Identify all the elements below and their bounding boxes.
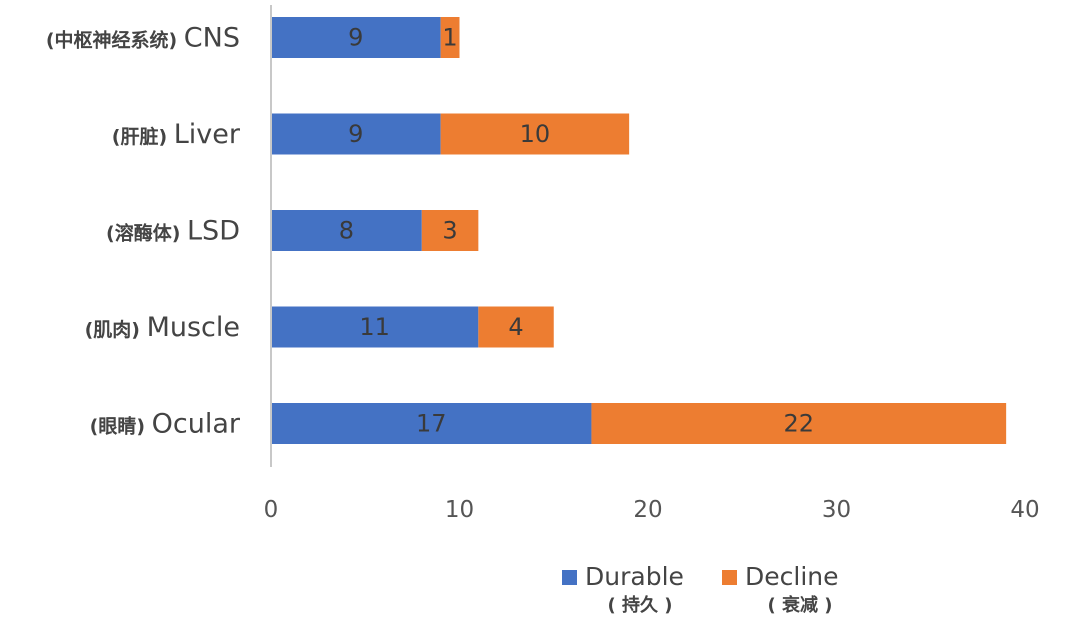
category-label-cn: (中枢神经系统) [46, 29, 184, 52]
category-label-cn: (溶酶体) [106, 222, 187, 245]
category-label-en: Muscle [147, 312, 240, 343]
data-label-durable-ocular: 17 [416, 410, 447, 438]
category-label-en: Liver [174, 119, 241, 150]
x-tick-label: 0 [264, 497, 279, 523]
data-label-decline-cns: 1 [442, 24, 457, 52]
data-label-durable-lsd: 8 [339, 217, 354, 245]
bars-layer: 9 1 9 10 8 3 11 4 17 22 [271, 17, 1007, 444]
bar-decline-cns [440, 17, 460, 58]
category-label-cn: (肌肉) [85, 318, 147, 341]
x-tick-label: 10 [445, 497, 474, 523]
bar-durable-ocular [271, 403, 592, 444]
data-label-decline-muscle: 4 [508, 313, 523, 341]
data-label-durable-cns: 9 [348, 24, 363, 52]
bar-decline-liver [440, 113, 630, 155]
data-label-decline-ocular: 22 [784, 410, 815, 438]
category-label-lsd: (溶酶体) LSD [106, 216, 240, 247]
bar-decline-ocular [591, 403, 1007, 444]
category-label-cn: (眼睛) [90, 415, 152, 438]
category-label-en: CNS [184, 23, 240, 54]
legend-label-durable: Durable [585, 562, 684, 591]
bar-durable-muscle [271, 306, 479, 348]
data-label-durable-liver: 9 [348, 120, 363, 148]
bar-durable-liver [271, 113, 441, 155]
category-labels: (中枢神经系统) CNS (肝脏) Liver (溶酶体) LSD (肌肉) Musc… [46, 23, 241, 440]
legend-label-cn-durable: ( 持久 ) [608, 594, 673, 616]
category-label-en: LSD [187, 216, 240, 247]
category-label-liver: (肝脏) Liver [112, 119, 241, 150]
category-label-cn: (肝脏) [112, 125, 174, 148]
x-tick-label: 20 [633, 497, 662, 523]
legend-swatch-durable [562, 570, 577, 585]
category-label-cns: (中枢神经系统) CNS [46, 23, 240, 54]
category-label-muscle: (肌肉) Muscle [85, 312, 240, 343]
data-label-decline-liver: 10 [520, 120, 551, 148]
x-tick-label: 40 [1010, 497, 1039, 523]
data-label-durable-muscle: 11 [359, 313, 390, 341]
legend: Durable ( 持久 ) Decline ( 衰减 ) [562, 562, 839, 616]
legend-swatch-decline [722, 570, 737, 585]
x-tick-label: 30 [822, 497, 851, 523]
bar-decline-muscle [478, 306, 554, 348]
category-label-ocular: (眼睛) Ocular [90, 409, 241, 440]
legend-label-decline: Decline [745, 562, 839, 591]
category-label-en: Ocular [152, 409, 241, 440]
bar-durable-lsd [271, 210, 422, 251]
bar-durable-cns [271, 17, 441, 58]
bar-decline-lsd [421, 210, 479, 251]
legend-label-cn-decline: ( 衰减 ) [768, 594, 833, 616]
x-axis-tick-labels: 0 10 20 30 40 [264, 497, 1040, 523]
data-label-decline-lsd: 3 [442, 217, 457, 245]
